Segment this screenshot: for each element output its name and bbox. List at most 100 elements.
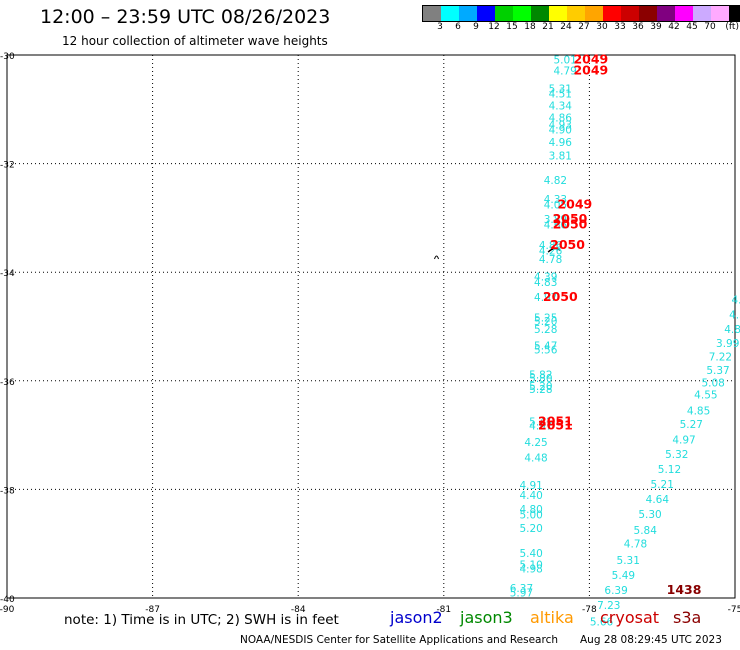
chart-title: 12:00 – 23:59 UTC 08/26/2023: [40, 6, 331, 28]
legend-label: 21: [542, 22, 554, 32]
time-label: 2050: [550, 237, 585, 252]
legend-swatch: [729, 6, 740, 21]
wave-height-label: 5.28: [534, 324, 557, 336]
wave-height-label: 4.93: [549, 120, 572, 132]
y-tick-label: -38: [0, 486, 15, 496]
y-tick-label: -40: [0, 595, 15, 605]
legend-swatch: [711, 6, 729, 21]
wave-height-label: 4.8: [724, 324, 740, 336]
legend-label: 3: [437, 22, 443, 32]
legend-label: 24: [560, 22, 572, 32]
wave-height-label: 4.91: [519, 480, 542, 492]
legend-label: 45: [686, 22, 698, 32]
legend-label: 18: [524, 22, 536, 32]
wave-height-label: 6.39: [604, 585, 627, 597]
wave-height-label: 5.56: [534, 344, 558, 356]
legend-swatch: [441, 6, 459, 21]
time-label: 2049: [573, 63, 608, 78]
wave-height-label: 4.66: [544, 219, 568, 231]
wave-height-label: 4.98: [519, 564, 542, 576]
wave-height-label: 5.30: [638, 509, 661, 521]
wave-height-label: 5.37: [706, 365, 729, 377]
time-label: 2050: [543, 289, 578, 304]
legend-swatch: [693, 6, 711, 21]
legend-label: 9: [473, 22, 479, 32]
wave-height-label: 7.23: [597, 600, 620, 612]
time-label: 2049: [573, 51, 608, 66]
satellite-s3a-label: s3a: [673, 608, 702, 627]
legend-swatch: [459, 6, 477, 21]
legend-swatch: [531, 6, 549, 21]
y-tick-label: -30: [0, 52, 15, 62]
coastline-mark: [547, 247, 561, 253]
wave-height-label: 5.40: [519, 548, 542, 560]
legend-label: 42: [668, 22, 680, 32]
time-label: 2051: [538, 417, 573, 432]
time-label: 1438: [667, 582, 702, 597]
satellite-altika-label: altika: [530, 608, 574, 627]
legend-label: 30: [596, 22, 608, 32]
legend-swatch: [585, 6, 603, 21]
plot-frame: [6, 54, 736, 599]
satellite-cryosat-label: cryosat: [600, 608, 660, 627]
wave-height-label: 5.80: [529, 373, 552, 385]
x-tick-label: -81: [436, 605, 451, 615]
wave-height-label: 4.5: [729, 310, 740, 322]
legend-label: 36: [632, 22, 644, 32]
time-label: 2050: [553, 211, 588, 226]
wave-height-label: 4.97: [529, 420, 552, 432]
wave-height-label: 4.48: [524, 452, 547, 464]
wave-height-label: 5.27: [680, 419, 703, 431]
legend-swatch: [495, 6, 513, 21]
legend-label: 12: [488, 22, 500, 32]
wave-height-label: 5.00: [519, 509, 542, 521]
wave-height-label: 5.41: [529, 417, 552, 429]
wave-height-label: 4.78: [539, 254, 562, 266]
wave-height-label: 4.79: [553, 66, 576, 78]
wave-height-label: 4.97: [534, 292, 557, 304]
wave-height-label: 5.21: [651, 479, 674, 491]
wave-height-label: 4.05: [544, 199, 567, 211]
wave-height-label: 5.10: [519, 559, 542, 571]
x-tick-label: -75: [728, 605, 740, 615]
wave-height-label: 4.78: [624, 539, 647, 551]
wave-height-label: 4.26: [539, 245, 563, 257]
legend-label: 70: [704, 22, 716, 32]
wave-height-label: 5.47: [534, 341, 557, 353]
wave-height-label: 4.25: [524, 437, 547, 449]
legend-swatch: [657, 6, 675, 21]
wave-height-label: 4.83: [534, 277, 557, 289]
wave-height-label: 5.84: [634, 525, 658, 537]
time-label: 2050: [553, 216, 588, 231]
legend-swatch: [549, 6, 567, 21]
chart-subtitle: 12 hour collection of altimeter wave hei…: [62, 34, 328, 48]
wave-height-label: 4.86: [539, 240, 563, 252]
wave-height-label: 4.40: [519, 490, 542, 502]
wave-height-label: 4.80: [519, 504, 542, 516]
wave-height-label: 5.31: [549, 84, 572, 96]
legend-swatch: [621, 6, 639, 21]
wave-height-label: 5.25: [534, 312, 557, 324]
island-mark: [434, 255, 439, 260]
wave-height-label: 4.55: [694, 389, 717, 401]
time-label: 2051: [538, 414, 573, 429]
satellite-jason2-label: jason2: [390, 608, 443, 627]
wave-height-label: 4.39: [534, 272, 557, 284]
wave-height-label: 5.01: [553, 54, 576, 66]
y-tick-label: -36: [0, 378, 15, 388]
wave-height-label: 3.81: [549, 150, 572, 162]
wave-height-label: 5.28: [529, 384, 552, 396]
wave-height-label: 5.32: [665, 449, 688, 461]
note-text: note: 1) Time is in UTC; 2) SWH is in fe…: [64, 612, 339, 628]
wave-height-label: 5.49: [612, 570, 635, 582]
legend-label: 6: [455, 22, 461, 32]
satellite-jason3-label: jason3: [460, 608, 513, 627]
wave-height-label: 7.22: [709, 351, 732, 363]
legend-label: 27: [578, 22, 590, 32]
wave-height-label: 6.37: [510, 583, 533, 595]
legend-swatch: [477, 6, 495, 21]
wave-height-label: 4.97: [672, 434, 695, 446]
legend-label: 33: [614, 22, 626, 32]
wave-height-label: 4.85: [687, 406, 710, 418]
y-tick-label: -32: [0, 161, 15, 171]
